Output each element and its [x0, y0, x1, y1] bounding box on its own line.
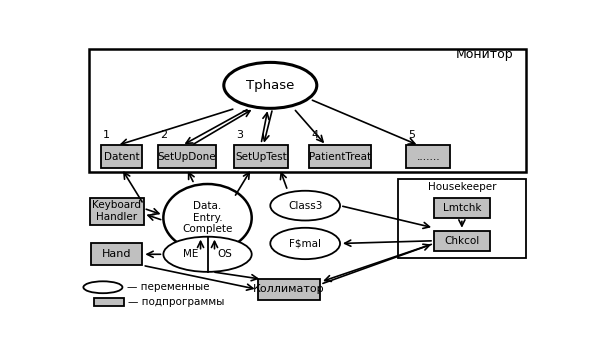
- Text: SetUpTest: SetUpTest: [235, 152, 287, 162]
- FancyBboxPatch shape: [257, 279, 320, 299]
- Text: 2: 2: [160, 130, 167, 140]
- Text: SetUpDone: SetUpDone: [157, 152, 216, 162]
- Text: 3: 3: [236, 130, 244, 140]
- FancyBboxPatch shape: [89, 49, 526, 172]
- Text: OS: OS: [218, 249, 233, 259]
- Text: .......: .......: [416, 152, 440, 162]
- Text: Tphase: Tphase: [246, 79, 295, 92]
- Text: ME: ME: [183, 249, 199, 259]
- Text: Housekeeper: Housekeeper: [428, 182, 496, 192]
- Text: 1: 1: [103, 130, 110, 140]
- Ellipse shape: [83, 281, 122, 293]
- FancyBboxPatch shape: [308, 146, 371, 168]
- Ellipse shape: [271, 191, 340, 220]
- Text: Datent: Datent: [104, 152, 139, 162]
- FancyBboxPatch shape: [94, 298, 124, 306]
- Text: Chkcol: Chkcol: [444, 236, 479, 246]
- FancyBboxPatch shape: [398, 179, 526, 258]
- Ellipse shape: [271, 228, 340, 259]
- FancyBboxPatch shape: [234, 146, 288, 168]
- Text: Class3: Class3: [288, 201, 322, 211]
- FancyBboxPatch shape: [90, 198, 143, 225]
- FancyBboxPatch shape: [406, 146, 451, 168]
- Text: 4: 4: [311, 130, 318, 140]
- FancyBboxPatch shape: [158, 146, 215, 168]
- Text: 5: 5: [409, 130, 416, 140]
- Text: Монитор: Монитор: [455, 48, 513, 61]
- Text: Data.
Entry.
Complete: Data. Entry. Complete: [182, 201, 233, 234]
- Text: Hand: Hand: [102, 249, 131, 259]
- Text: Keyboard
Handler: Keyboard Handler: [92, 200, 142, 222]
- Text: PatientTreat: PatientTreat: [309, 152, 371, 162]
- Text: Коллиматор: Коллиматор: [253, 284, 325, 294]
- FancyBboxPatch shape: [434, 231, 490, 251]
- FancyBboxPatch shape: [91, 243, 142, 265]
- Text: — подпрограммы: — подпрограммы: [128, 297, 225, 307]
- FancyBboxPatch shape: [101, 146, 142, 168]
- Text: — переменные: — переменные: [127, 282, 209, 292]
- Ellipse shape: [224, 62, 317, 108]
- Ellipse shape: [163, 237, 252, 272]
- Ellipse shape: [163, 184, 252, 252]
- Text: F$mal: F$mal: [289, 238, 321, 249]
- FancyBboxPatch shape: [434, 198, 490, 218]
- Text: Lmtchk: Lmtchk: [443, 203, 481, 213]
